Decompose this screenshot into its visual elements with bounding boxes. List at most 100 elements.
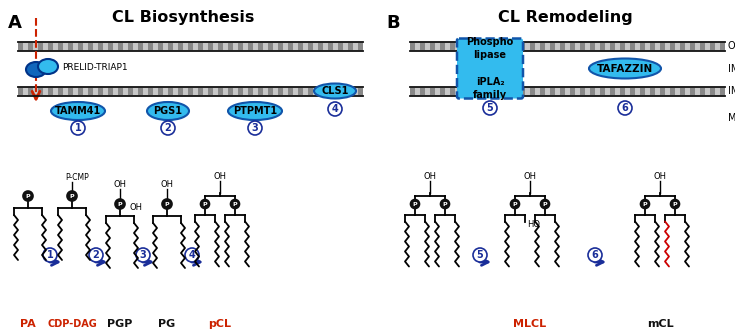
Text: PGP: PGP — [107, 319, 133, 329]
Text: A: A — [8, 14, 22, 32]
Text: 5: 5 — [487, 103, 493, 113]
Bar — [550, 87, 555, 94]
Bar — [68, 42, 73, 49]
Circle shape — [43, 248, 57, 262]
Bar — [410, 42, 725, 50]
Bar — [48, 87, 53, 94]
Bar — [218, 42, 223, 49]
Text: IMS: IMS — [728, 64, 735, 74]
Text: CL Biosynthesis: CL Biosynthesis — [112, 10, 254, 25]
Text: 4: 4 — [331, 104, 338, 114]
Bar — [450, 42, 455, 49]
Bar — [640, 87, 645, 94]
Circle shape — [201, 200, 209, 209]
Text: P-CMP: P-CMP — [65, 173, 89, 182]
Bar — [328, 87, 333, 94]
Bar — [278, 42, 283, 49]
Ellipse shape — [228, 102, 282, 120]
Bar — [348, 42, 353, 49]
Bar — [490, 42, 495, 49]
Bar — [630, 42, 635, 49]
Bar — [228, 42, 233, 49]
Bar — [98, 87, 103, 94]
Text: 3: 3 — [251, 123, 259, 133]
Bar — [298, 87, 303, 94]
Bar — [18, 86, 363, 95]
Circle shape — [185, 248, 199, 262]
Bar — [308, 87, 313, 94]
Bar — [480, 42, 485, 49]
Text: HO: HO — [527, 220, 540, 229]
Bar — [128, 42, 133, 49]
Text: TAMM41: TAMM41 — [55, 106, 101, 116]
Ellipse shape — [589, 58, 661, 79]
Bar — [228, 87, 233, 94]
Bar — [660, 42, 665, 49]
Bar — [420, 87, 425, 94]
Bar — [490, 87, 495, 94]
Bar — [28, 87, 33, 94]
Bar — [560, 42, 565, 49]
Circle shape — [115, 199, 125, 209]
Bar — [358, 42, 363, 49]
Bar — [118, 87, 123, 94]
Bar — [58, 42, 63, 49]
Bar — [198, 87, 203, 94]
Text: OH: OH — [523, 172, 537, 181]
Bar — [570, 42, 575, 49]
Circle shape — [67, 191, 77, 201]
Bar — [610, 42, 615, 49]
Text: pCL: pCL — [209, 319, 232, 329]
Text: P: P — [442, 202, 448, 207]
Bar — [480, 87, 485, 94]
Bar — [590, 42, 595, 49]
Bar — [338, 87, 343, 94]
Bar — [338, 42, 343, 49]
Bar — [288, 42, 293, 49]
Bar — [358, 87, 363, 94]
Text: OH: OH — [213, 172, 226, 181]
Bar — [710, 87, 715, 94]
Bar — [108, 42, 113, 49]
Bar — [208, 42, 213, 49]
Bar — [18, 87, 23, 94]
Bar — [198, 42, 203, 49]
Bar — [18, 42, 363, 50]
Bar — [268, 87, 273, 94]
Bar — [560, 87, 565, 94]
Bar — [78, 87, 83, 94]
Circle shape — [473, 248, 487, 262]
Bar — [78, 42, 83, 49]
Circle shape — [670, 200, 679, 209]
Bar — [630, 87, 635, 94]
Bar — [238, 42, 243, 49]
Bar — [188, 87, 193, 94]
Bar — [550, 42, 555, 49]
Text: OH: OH — [653, 172, 667, 181]
Bar — [238, 87, 243, 94]
Bar — [148, 42, 153, 49]
Bar — [680, 42, 685, 49]
Text: OH: OH — [160, 180, 173, 189]
Bar — [650, 87, 655, 94]
Text: B: B — [386, 14, 400, 32]
Bar — [178, 42, 183, 49]
Bar — [570, 87, 575, 94]
Circle shape — [540, 200, 550, 209]
Bar — [118, 42, 123, 49]
Bar — [98, 42, 103, 49]
Ellipse shape — [314, 84, 356, 98]
Bar — [580, 87, 585, 94]
Bar — [178, 87, 183, 94]
Text: CLS1: CLS1 — [321, 86, 348, 96]
Bar — [620, 87, 625, 94]
Bar — [298, 42, 303, 49]
Text: 4: 4 — [189, 250, 196, 260]
Circle shape — [440, 200, 450, 209]
Bar — [640, 42, 645, 49]
Bar — [690, 42, 695, 49]
Bar — [188, 42, 193, 49]
Bar — [88, 42, 93, 49]
Bar — [348, 87, 353, 94]
Text: 3: 3 — [140, 250, 146, 260]
